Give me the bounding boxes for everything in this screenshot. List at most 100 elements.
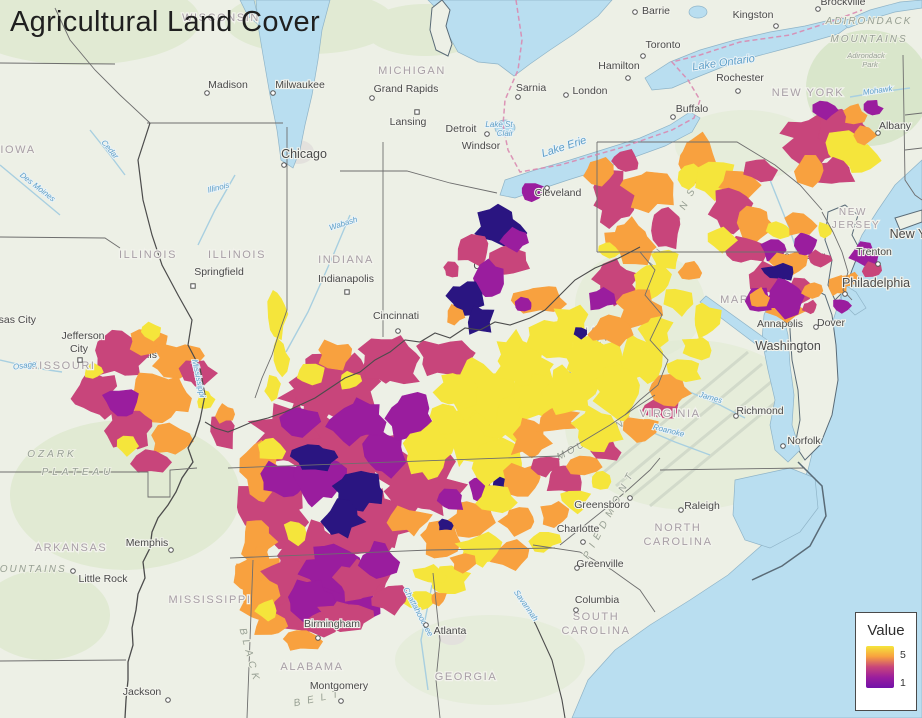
choropleth-patch [843,103,868,125]
choropleth-patch [273,337,291,378]
city-marker [395,328,401,334]
city-label: Little Rock [78,573,128,585]
choropleth-patch [615,289,664,330]
choropleth-patch [116,435,140,457]
choropleth-patch [357,540,401,579]
choropleth-patch [863,99,884,116]
choropleth-patch [449,553,477,574]
city-marker [204,90,210,96]
city-label: Greenville [576,558,623,570]
choropleth-patch [279,407,322,438]
water-body-label: Lake St [485,120,513,129]
state-label: GEORGIA [435,671,498,683]
city-label: Atlanta [434,625,467,637]
city-marker [678,507,684,513]
choropleth-patch [101,389,139,417]
city-label: Kansas City [0,314,37,326]
choropleth-patch [472,258,504,298]
legend-min-label: 1 [900,677,906,689]
lake-simcoe [688,5,708,19]
legend-max-label: 5 [900,649,906,661]
city-label: Lansing [390,116,427,128]
choropleth-patch [70,369,118,420]
choropleth-patch [429,403,465,435]
choropleth-patch [489,539,530,571]
choropleth-patch [743,159,779,183]
choropleth-patch [257,437,287,460]
city-marker [315,635,321,641]
city-label: Jefferson [62,330,105,342]
choropleth-patch [598,242,621,259]
choropleth-patch [591,470,612,490]
water-body-label: Clair [497,129,514,138]
city-label: New York [890,227,922,241]
city-marker [484,131,490,137]
state-label: CAROLINA [643,536,712,548]
city-marker [780,443,786,449]
city-label: Raleigh [684,500,720,512]
city-marker [168,547,174,553]
international-border [502,0,863,173]
choropleth-patch [84,363,104,379]
city-label: Cleveland [535,187,582,199]
city-marker [544,185,550,191]
choropleth-patch [666,359,702,383]
state-label: SOUTH [573,611,620,623]
city-marker [563,92,569,98]
city-label: Barrie [642,5,670,17]
choropleth-layer [70,99,884,651]
city-marker [735,88,741,94]
city-marker [338,698,344,704]
delmarva-land [789,287,839,461]
choropleth-patch [436,488,464,510]
choropleth-patch [386,505,433,537]
state-label: INDIANA [318,254,374,266]
city-label: Jackson [123,686,162,698]
choropleth-patch [651,206,681,250]
city-label: London [572,85,607,97]
choropleth-patch [521,183,544,203]
delaware-bay [839,281,867,316]
choropleth-patch [784,212,818,236]
lake-michigan [255,0,331,169]
choropleth-patch [801,299,817,315]
choropleth-patch [677,163,699,190]
city-label: Greensboro [574,499,630,511]
city-label: Buffalo [676,103,709,115]
city-label: Annapolis [757,318,803,330]
water-layer [239,0,922,718]
physiographic-label: Adirondack [846,51,886,60]
choropleth-patch [736,205,774,244]
state-label: ARKANSAS [35,542,108,554]
city-label: Windsor [462,140,501,152]
choropleth-patch [497,507,535,537]
city-marker [515,94,521,100]
choropleth-patch [619,171,674,214]
city-label: City [70,343,89,355]
city-marker [625,75,631,81]
capital-marker [344,289,350,295]
city-marker [875,130,881,136]
legend: Value 5 1 [855,612,917,711]
physiographic-label: MOUNTAINS [0,564,67,575]
michigan-thumb-land [429,0,453,57]
choropleth-patch [254,599,277,622]
choropleth-patch [357,335,421,385]
choropleth-patch [447,303,466,326]
choropleth-patch [749,286,771,307]
choropleth-patch [254,612,289,635]
choropleth-patch [371,585,409,616]
state-label: NEW [839,207,867,218]
choropleth-patch [197,388,216,409]
state-border-layer [0,7,922,718]
choropleth-patch [233,557,262,592]
city-label: Richmond [736,405,783,417]
choropleth-patch [807,249,833,268]
city-label: Birmingham [304,618,360,630]
city-label: Columbia [575,594,620,606]
state-label: ILLINOIS [208,249,266,261]
choropleth-patch [583,156,614,187]
choropleth-patch [296,363,325,386]
state-label: ILLINOIS [119,249,177,261]
